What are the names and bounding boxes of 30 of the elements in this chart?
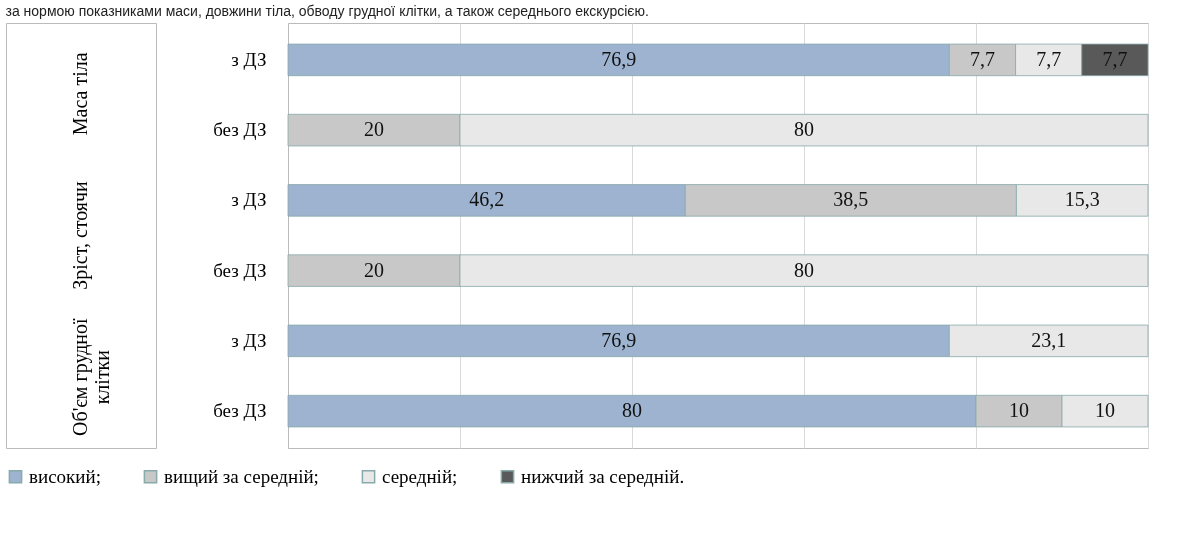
data-label: 10 [1095,399,1115,422]
data-label: 10 [1009,399,1029,422]
data-label: 23,1 [1031,328,1067,351]
y-tick-label: з ДЗ [231,329,267,351]
data-label: 80 [794,258,814,281]
legend-label: вищий за середній; [164,465,319,487]
legend-label: високий; [29,465,101,487]
chart-title: за нормою показниками маси, довжини тіла, обводу грудної клітки, а також середнього екскурсією. [5,2,649,19]
data-label: 20 [364,258,384,281]
text: Маса тіла [69,52,91,136]
data-label: 7,7 [969,47,995,70]
y-tick-label: з ДЗ [231,48,267,70]
y-tick-label: з ДЗ [231,189,267,211]
data-label: 76,9 [601,47,637,70]
data-label: 80 [622,399,642,422]
data-label: 7,7 [1036,47,1062,70]
data-label: 80 [794,118,814,141]
legend-label: середній; [382,465,458,487]
text: Об'єм грудної клітки [69,317,113,436]
data-label: 20 [364,118,384,141]
y-tick-label: без ДЗ [213,119,267,141]
data-label: 76,9 [601,328,637,351]
data-label: 7,7 [1102,47,1128,70]
text: Зріст, стоячи [69,180,92,290]
data-label: 15,3 [1064,188,1100,211]
y-tick-label: без ДЗ [213,259,267,281]
data-label: 38,5 [833,188,869,211]
data-label: 46,2 [469,188,505,211]
y-tick-label: без ДЗ [213,400,267,422]
legend-label: нижчий за середній. [521,465,685,487]
